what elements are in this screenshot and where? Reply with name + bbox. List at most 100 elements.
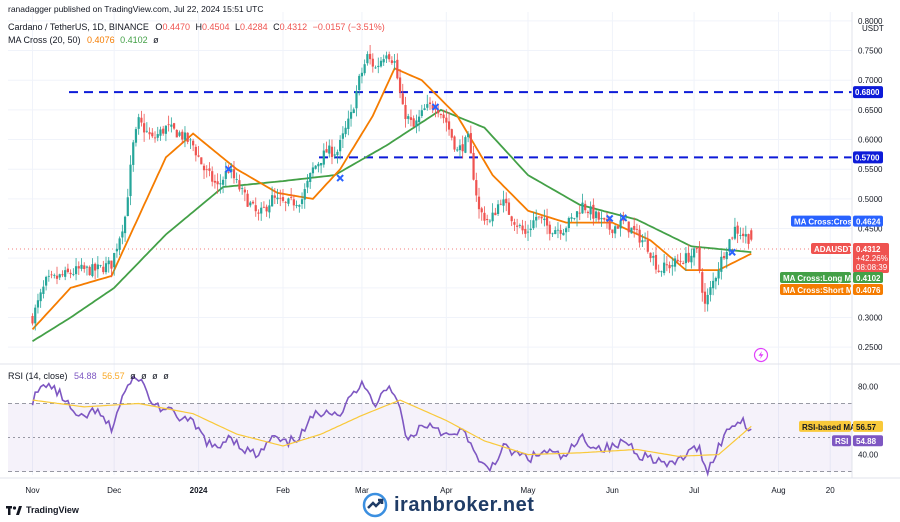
- candle-body: [306, 180, 309, 188]
- candle-body: [115, 248, 119, 252]
- candle-body: [151, 132, 154, 137]
- candle: [134, 126, 138, 147]
- candle: [744, 225, 747, 244]
- candle: [241, 184, 244, 195]
- candle-body: [437, 110, 440, 114]
- candle: [701, 268, 704, 302]
- candle: [360, 67, 364, 84]
- candle-body: [148, 132, 151, 135]
- rsi-legend[interactable]: RSI (14, close) 54.88 56.57 ø ø ø ø: [8, 371, 169, 381]
- candle-body: [649, 252, 652, 259]
- candle-body: [426, 104, 429, 108]
- ma-cross-marker[interactable]: [728, 248, 736, 256]
- rsi-ma-line[interactable]: [32, 399, 752, 457]
- candle-body: [371, 58, 374, 67]
- candle: [74, 258, 78, 281]
- ma-cross-marker[interactable]: [619, 214, 628, 222]
- candle: [529, 219, 532, 237]
- candle-body: [363, 64, 366, 74]
- candle-body: [616, 226, 619, 229]
- candle: [270, 186, 274, 207]
- rsi-ma-name-tag: RSI-based MA: [799, 420, 856, 432]
- tradingview-footer[interactable]: TradingView: [6, 505, 79, 515]
- rsi-name-tag-text: RSI: [835, 437, 848, 446]
- candle: [47, 269, 50, 282]
- candle-body: [31, 316, 34, 324]
- ma-cross-legend[interactable]: MA Cross (20, 50) 0.4076 0.4102 ø: [8, 35, 159, 45]
- level-price-tag: [853, 151, 883, 164]
- candle-body: [510, 216, 513, 222]
- ma-short-legend-value: 0.4076: [87, 35, 115, 45]
- candle: [687, 244, 690, 264]
- candle: [145, 122, 148, 134]
- candle-body: [39, 292, 42, 302]
- rsi-ma-value-tag-bg: [853, 420, 883, 432]
- candle-body: [393, 61, 396, 63]
- candle: [570, 213, 573, 222]
- candle: [205, 165, 208, 178]
- candle: [526, 224, 530, 242]
- ma-cross-marker[interactable]: [605, 214, 614, 223]
- ma-cross-marker[interactable]: [336, 174, 344, 182]
- candle: [426, 94, 429, 111]
- candle: [292, 194, 295, 211]
- candle-body: [91, 264, 94, 277]
- candle-body: [744, 234, 747, 237]
- candle-body: [246, 193, 249, 207]
- candle: [733, 217, 737, 241]
- candle-body: [317, 163, 320, 167]
- candle-body: [565, 228, 568, 233]
- candle-body: [200, 157, 203, 165]
- ma-cross-marker[interactable]: [431, 103, 440, 111]
- time-tick-label: 2024: [190, 486, 208, 495]
- candle: [64, 266, 67, 281]
- candle: [456, 146, 459, 152]
- candle: [565, 226, 568, 242]
- candle: [554, 226, 557, 235]
- candle-body: [475, 180, 478, 196]
- candle-body: [703, 291, 707, 304]
- candle-body: [102, 266, 105, 273]
- candle-body: [55, 275, 59, 279]
- candle-body: [428, 102, 432, 105]
- candle-body: [652, 256, 655, 258]
- candle-body: [420, 110, 423, 116]
- candle-body: [107, 260, 110, 265]
- candle: [439, 113, 442, 119]
- rsi-line[interactable]: [31, 375, 752, 478]
- candle-body: [396, 59, 399, 79]
- candle: [556, 222, 560, 239]
- long-ma-line[interactable]: [32, 108, 752, 342]
- last-price-tag-text: +42.26%: [856, 254, 888, 263]
- candle: [725, 247, 728, 269]
- candle-body: [69, 272, 72, 275]
- candle: [657, 264, 660, 273]
- candle-body: [121, 231, 124, 238]
- candle: [175, 129, 178, 138]
- candle-body: [505, 198, 508, 204]
- candle: [77, 261, 80, 275]
- candle-body: [709, 287, 712, 295]
- candle-body: [543, 218, 546, 221]
- candle-body: [219, 183, 222, 185]
- last-price-tag-bg: [853, 243, 889, 273]
- time-tick-label: Dec: [107, 486, 121, 495]
- candle-body: [388, 54, 391, 60]
- candle-body: [172, 123, 176, 129]
- candle: [69, 269, 72, 279]
- candle: [66, 263, 69, 274]
- candle-body: [276, 197, 279, 200]
- candle: [673, 255, 677, 272]
- candle-body: [453, 136, 456, 150]
- candle: [502, 190, 505, 213]
- ma-cross-marker[interactable]: [224, 165, 233, 173]
- candle-body: [377, 65, 380, 68]
- candle-body: [366, 54, 369, 64]
- symbol-name-tag-text: ADAUSDT: [814, 245, 853, 254]
- candle-body: [328, 145, 331, 154]
- last-price-tag-text: 0.4312: [856, 245, 881, 254]
- lightning-icon[interactable]: [753, 347, 769, 363]
- candle-body: [409, 117, 413, 120]
- candle-body: [472, 152, 475, 180]
